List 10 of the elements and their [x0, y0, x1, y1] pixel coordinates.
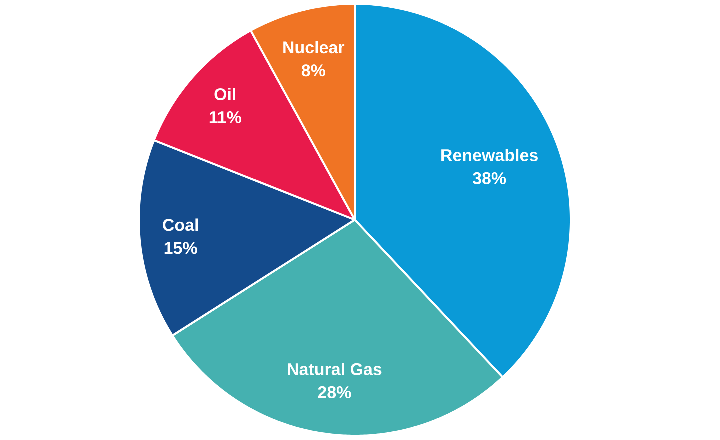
data-label: 38%: [472, 172, 506, 184]
slice-label: Nuclear: [284, 41, 345, 54]
slice-label: Renewables: [442, 148, 538, 162]
data-label: 28%: [318, 386, 352, 398]
slice-label: Natural Gas: [288, 362, 382, 376]
data-label: 15%: [164, 242, 198, 254]
data-label: 11%: [210, 111, 242, 124]
data-label: 8%: [302, 64, 326, 77]
slice-label: Coal: [163, 218, 198, 232]
slice-label: Oil: [214, 88, 236, 100]
